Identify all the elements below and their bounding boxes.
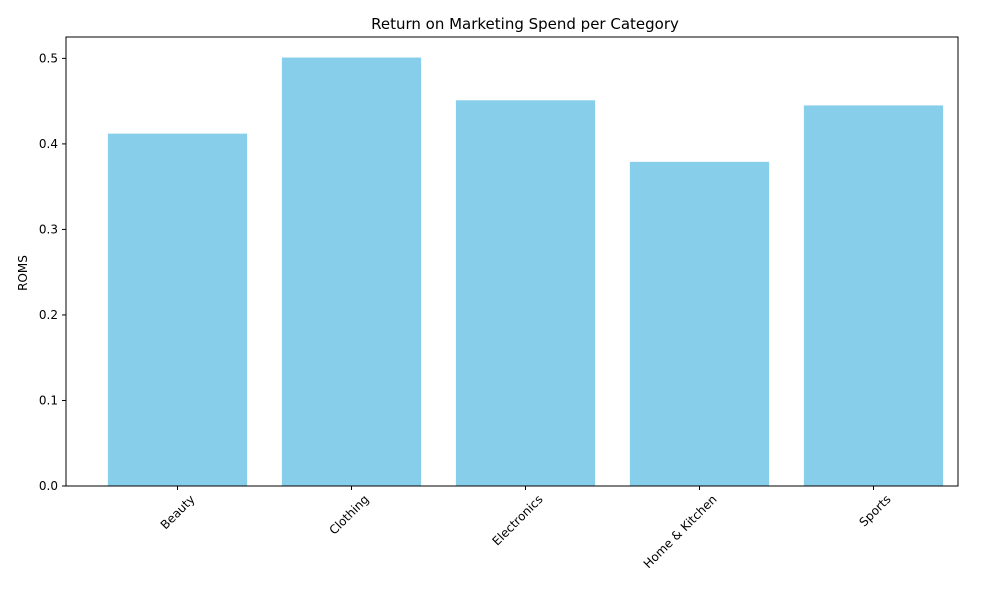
y-axis-ticks: 0.0 0.1 0.2 0.3 0.4 0.5: [39, 51, 66, 493]
y-tick-label: 0.1: [39, 393, 58, 407]
chart-title: Return on Marketing Spend per Category: [371, 15, 679, 33]
bar-electronics: [455, 100, 596, 486]
bars-group: [107, 57, 944, 487]
y-tick-label: 0.0: [39, 479, 58, 493]
plot-area-frame: [65, 36, 959, 487]
bar-home-kitchen: [629, 161, 770, 487]
x-tick-label: Clothing: [326, 492, 371, 537]
y-tick-label: 0.2: [39, 308, 58, 322]
bar-sports: [803, 105, 944, 487]
x-tick-label: Beauty: [158, 492, 198, 532]
x-tick-label: Home & Kitchen: [641, 492, 720, 571]
y-tick-label: 0.3: [39, 222, 58, 236]
bar-clothing: [281, 57, 422, 486]
x-tick-label: Electronics: [489, 492, 545, 548]
y-tick-label: 0.5: [39, 51, 58, 65]
x-axis-ticks: Beauty Clothing Electronics Home & Kitchen S…: [158, 486, 894, 571]
y-axis-label: ROMS: [16, 255, 30, 291]
x-tick-label: Sports: [857, 492, 894, 529]
y-tick-label: 0.4: [39, 137, 58, 151]
bar-beauty: [107, 133, 248, 486]
